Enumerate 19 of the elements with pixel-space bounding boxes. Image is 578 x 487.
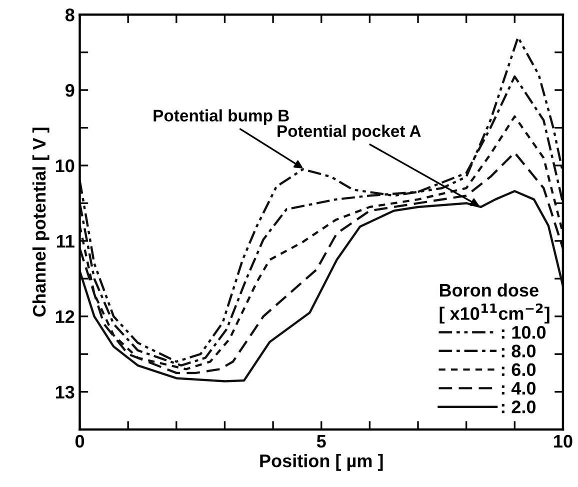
- y-axis-title: Channel potential [ V ]: [32, 128, 50, 317]
- y-tick-label: 11: [56, 235, 74, 248]
- x-tick-label: 10: [554, 434, 572, 448]
- legend-label: : 10.0: [502, 326, 546, 339]
- annotation: Potential pocket A: [278, 124, 421, 140]
- y-tick-label: 13: [56, 386, 74, 399]
- legend-label: : 8.0: [502, 344, 536, 358]
- y-tick-label: 12: [56, 310, 74, 323]
- y-tick-label: 8: [65, 8, 74, 22]
- y-tick-label: 10: [56, 159, 74, 172]
- x-tick-label: 0: [75, 434, 84, 448]
- legend-label: : 4.0: [502, 382, 536, 395]
- y-tick-label: 9: [65, 84, 74, 97]
- x-tick-label: 5: [316, 435, 326, 448]
- x-axis-title: Position [ µm ]: [260, 454, 383, 471]
- legend-label: : 6.0: [502, 363, 536, 376]
- legend-title: Boron dose [ x10$^{11}$cm$^{−2}$]: [440, 283, 550, 324]
- annotation: Potential bump B: [154, 109, 289, 125]
- legend-label: : 2.0: [502, 400, 536, 414]
